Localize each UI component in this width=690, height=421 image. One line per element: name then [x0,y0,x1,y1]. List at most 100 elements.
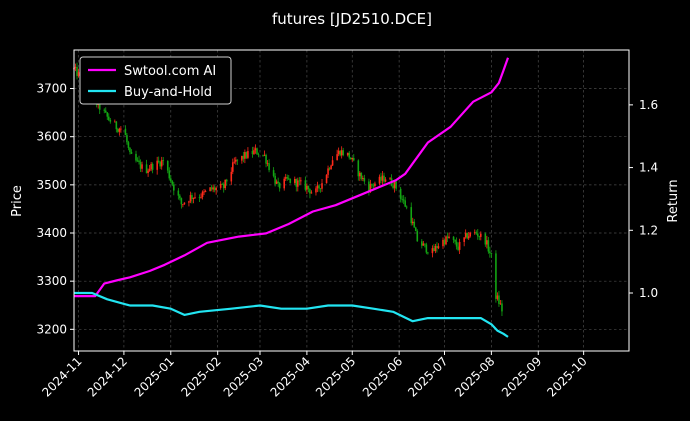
candle-body [381,175,384,181]
candle-body [359,172,361,177]
candle-body [437,246,440,249]
candle-body [103,109,106,111]
candle-body [135,153,137,161]
candle-body [357,160,360,177]
candle-body [306,185,308,190]
candle-body [475,232,478,234]
candle-body [235,159,237,162]
y-tick-label: 3700 [36,82,67,96]
candle-body [191,195,193,200]
y2-tick-label: 1.0 [639,286,658,300]
candle-body [295,178,298,187]
candle-body [156,160,158,170]
y2-axis-label: Return [666,179,681,222]
price-candles [73,62,503,317]
candle-body [325,174,328,184]
candle-body [457,246,459,250]
candle-body [402,199,405,201]
candle-body [98,101,101,110]
candle-body [262,154,264,156]
candle-body [479,233,482,237]
candle-body [171,181,174,185]
candle-body [173,184,175,191]
y-tick-label: 3400 [36,226,67,240]
candle-body [104,110,107,113]
candle-body [284,177,287,179]
candle-body [189,195,192,202]
candle-body [352,157,355,161]
candle-body [410,207,413,224]
candle-body [233,161,236,163]
candle-body [414,227,417,232]
candle-body [256,148,258,155]
candle-body [309,189,311,194]
candle-body [274,175,276,184]
candle-body [484,233,487,245]
y2-tick-label: 1.6 [639,98,658,112]
y2-axis: 1.0 1.2 1.4 1.6 [629,98,658,300]
candle-body [501,303,503,312]
candle-body [476,233,479,237]
candle-body [236,159,239,161]
candle-body [321,183,323,189]
candle-body [467,236,470,239]
candle-body [74,66,77,68]
candle-body [458,241,461,250]
candle-body [446,236,449,239]
candle-body [219,184,222,188]
candle-body [177,190,180,196]
ai-return-line [74,57,510,298]
candle-body [445,236,447,245]
candle-body [241,155,243,161]
candle-body [293,178,296,183]
candle-body [498,295,500,304]
candle-body [363,177,366,182]
legend-box [79,56,232,105]
candle-body [315,188,317,193]
candle-body [490,253,493,254]
candle-body [454,239,456,242]
candle-body [129,147,131,153]
return-lines [74,57,510,338]
y-tick-label: 3300 [36,274,67,288]
candle-body [166,160,169,171]
candle-body [209,187,211,191]
candle-body [393,181,396,188]
candle-body [245,152,248,158]
y-axis: 3200 3300 3400 3500 3600 3700 [36,82,74,336]
candle-body [265,154,267,164]
candle-body [212,187,214,190]
candle-body [179,195,181,199]
legend-label-bh: Buy-and-Hold [124,85,212,100]
candle-body [434,245,437,252]
candle-body [436,245,438,249]
candle-body [283,178,286,189]
candle-body [304,180,307,190]
candle-body [277,181,279,183]
candle-body [487,240,490,252]
candle-body [194,197,196,199]
candle-body [221,184,224,185]
candle-body [253,150,255,155]
candle-body [242,155,245,159]
candle-body [126,135,128,143]
candle-body [120,128,122,130]
candle-body [380,176,382,181]
candle-body [336,154,338,161]
candle-body [130,152,133,154]
candle-body [286,177,289,179]
candle-body [351,157,354,160]
candle-body [496,295,499,299]
candle-body [168,170,171,179]
candle-body [76,66,78,76]
candle-body [148,169,151,171]
candle-body [160,160,163,167]
candle-body [452,236,455,240]
candle-body [254,148,257,151]
candle-body [464,233,467,238]
candle-body [298,180,301,182]
candle-body [147,170,149,174]
candle-body [310,192,313,194]
candle-body [349,157,352,160]
